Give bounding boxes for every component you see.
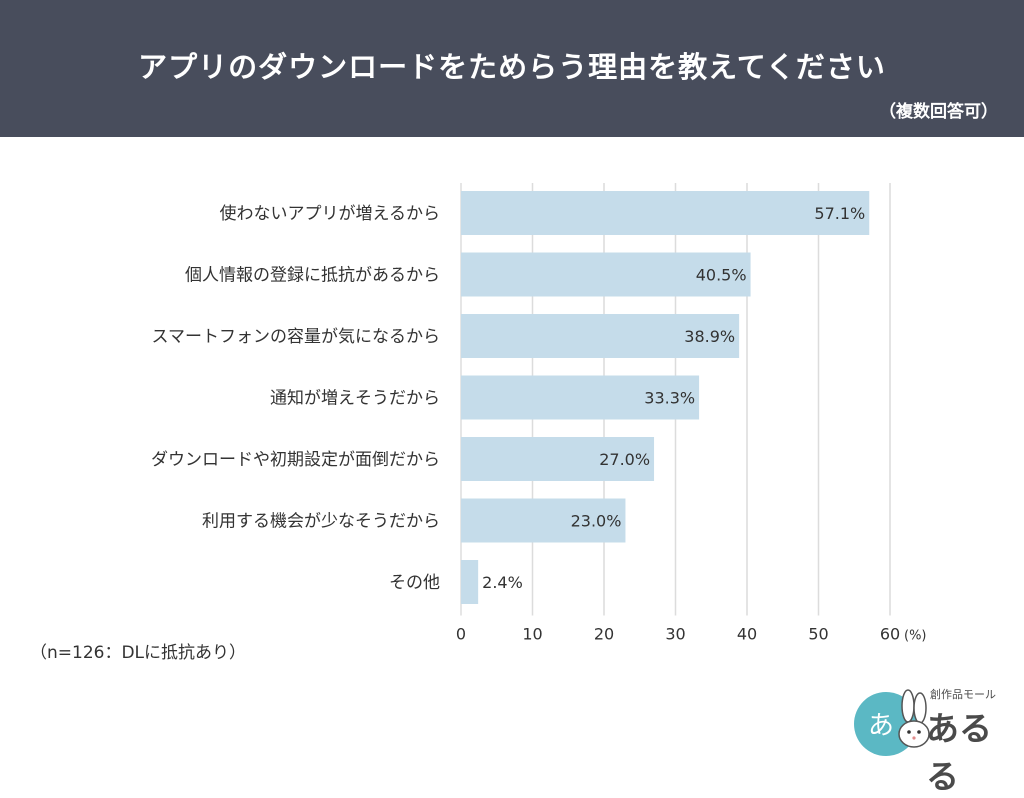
category-label: 使わないアプリが増えるから: [220, 203, 441, 224]
x-tick-label: 30: [665, 625, 685, 644]
x-tick-label: 10: [522, 625, 542, 644]
x-axis-unit: (%): [904, 629, 927, 644]
brand-logo: あ 創作品モール あるる: [850, 684, 1010, 796]
page-subtitle: （複数回答可）: [879, 102, 998, 122]
bar: [461, 314, 740, 358]
value-label: 23.0%: [571, 512, 622, 531]
header-banner: アプリのダウンロードをためらう理由を教えてください （複数回答可）: [0, 0, 1024, 137]
bars: [461, 191, 870, 604]
value-label: 38.9%: [684, 327, 735, 346]
page-title: アプリのダウンロードをためらう理由を教えてください: [138, 50, 886, 84]
bar: [461, 375, 700, 420]
x-tick-label: 40: [737, 625, 757, 644]
x-tick-label: 60: [880, 625, 900, 644]
svg-text:あ: あ: [868, 711, 894, 741]
bar: [461, 191, 870, 235]
category-label: 通知が増えそうだから: [270, 389, 440, 409]
value-label: 27.0%: [599, 450, 650, 469]
x-tick-label: 50: [808, 625, 828, 644]
logo-wordmark: あるる: [926, 709, 992, 796]
category-label: 個人情報の登録に抵抗があるから: [185, 266, 440, 286]
bar: [461, 498, 626, 543]
category-label: 利用する機会が少なそうだから: [202, 512, 440, 532]
rabbit-logo-icon: あ: [854, 689, 930, 756]
value-label: 40.5%: [696, 266, 747, 285]
x-tick-label: 0: [456, 625, 466, 644]
x-tick-label: 20: [594, 625, 614, 644]
logo-tagline: 創作品モール: [930, 688, 996, 701]
category-label: スマートフォンの容量が気になるから: [152, 327, 441, 347]
bar: [461, 560, 479, 604]
bar: [461, 252, 751, 297]
category-label: その他: [389, 573, 440, 593]
bar-chart: 使わないアプリが増えるから 57.1% 個人情報の登録に抵抗があるから 40.5% スマ…: [151, 183, 927, 644]
value-label: 57.1%: [814, 204, 865, 223]
value-label: 33.3%: [644, 389, 695, 408]
category-label: ダウンロードや初期設定が面倒だから: [151, 450, 440, 470]
bar: [461, 437, 655, 481]
value-label: 2.4%: [482, 573, 523, 592]
x-axis-ticks: 0 10 20 30 40 50 60 (%): [456, 625, 927, 644]
category-labels: 使わないアプリが増えるから 57.1% 個人情報の登録に抵抗があるから 40.5% スマ…: [151, 203, 865, 593]
sample-size-note: （n=126：DLに抵抗あり）: [30, 643, 247, 663]
